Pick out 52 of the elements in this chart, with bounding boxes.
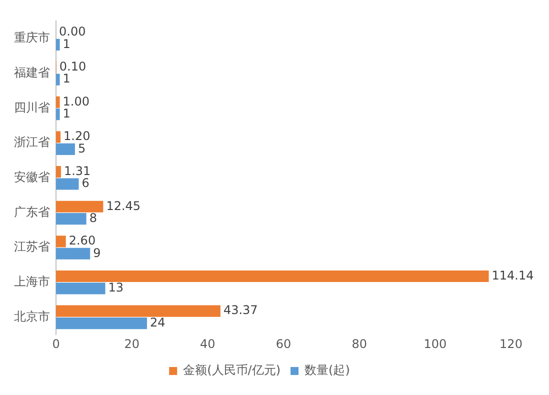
y-tick-label: 四川省 [14,100,50,114]
data-label: 43.37 [223,303,258,318]
y-tick-label: 上海市 [14,274,50,288]
x-tick-label: 40 [200,336,216,351]
data-label: 24 [150,315,166,330]
data-label: 2.60 [68,234,96,248]
data-label: 1.31 [64,164,91,178]
bar [56,282,106,294]
y-tick-label: 广东省 [14,204,50,219]
x-tick-label: 120 [500,336,522,351]
y-tick-label: 福建省 [14,66,50,80]
bar [56,236,66,248]
data-label: 13 [108,280,124,295]
bar [56,96,60,108]
data-label: 1 [62,36,70,51]
x-tick-label: 80 [352,336,367,351]
data-label: 114.14 [492,268,534,282]
bar [56,178,79,190]
bar [56,305,220,317]
bar [56,317,147,330]
data-label: 1.20 [64,129,90,144]
bar [56,213,86,225]
y-tick-label: 重庆市 [14,30,50,45]
bar [56,38,60,50]
x-tick-label: 20 [124,336,140,351]
data-label: 0.00 [59,24,86,39]
y-tick-label: 浙江省 [14,135,50,150]
data-label: 1.00 [62,94,90,108]
data-label: 0.10 [59,59,86,74]
data-label: 1 [62,72,70,86]
data-label: 8 [89,210,97,225]
bar [56,166,61,178]
bar [56,200,104,212]
legend-label: 数量(起) [304,363,350,378]
data-label: 1 [62,106,70,120]
x-tick-label: 60 [276,336,292,351]
bar [56,270,489,282]
y-tick-label: 安徽省 [14,170,50,184]
bar [56,131,61,143]
legend-label: 金额(人民币/亿元) [183,363,281,378]
bar [56,74,60,86]
x-tick-label: 100 [424,336,447,351]
y-tick-label: 北京市 [14,309,50,324]
data-label: 12.45 [106,198,141,213]
data-label: 9 [93,246,101,260]
y-tick-label: 江苏省 [14,240,50,254]
bar [56,248,90,260]
data-label: 5 [78,141,86,156]
bar [56,143,75,155]
x-tick-label: 0 [52,336,60,351]
data-label: 6 [82,176,90,190]
bar [56,108,60,120]
